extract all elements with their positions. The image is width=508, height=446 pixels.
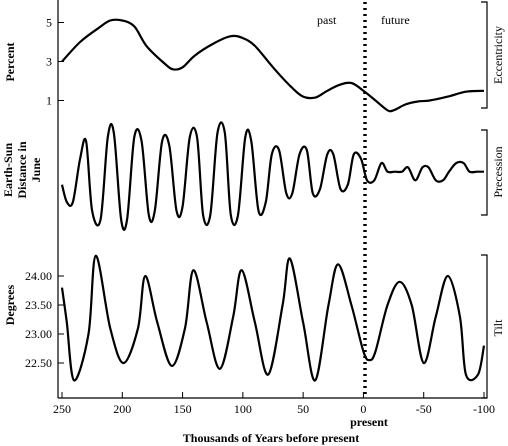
- tilt-right-label: Tilt: [491, 319, 505, 337]
- eccentricity-ylabel: Percent: [3, 42, 17, 81]
- past-label: past: [317, 13, 337, 27]
- x-tick-label: 150: [174, 402, 192, 416]
- x-tick-label: 0: [360, 402, 366, 416]
- tilt-ylabel: Degrees: [3, 284, 17, 325]
- precession-ylabel-1: Earth-Sun: [1, 143, 15, 197]
- y-tick-label: 23.50: [25, 298, 52, 312]
- y-tick-label: 22.50: [25, 356, 52, 370]
- tilt-series-line: [60, 254, 486, 382]
- x-tick-label: 200: [113, 402, 131, 416]
- eccentricity-right-label: Eccentricity: [491, 26, 505, 84]
- precession-ylabel-2: Distance in: [15, 141, 29, 198]
- precession-ylabel-3: June: [29, 157, 43, 182]
- future-label: future: [381, 13, 410, 27]
- x-tick-label: 100: [234, 402, 252, 416]
- x-axis-label: Thousands of Years before present: [183, 431, 359, 445]
- series-lines: [60, 18, 486, 382]
- y-tick-label: 24.00: [25, 269, 52, 283]
- x-tick-label: -50: [416, 402, 432, 416]
- axis-ticks: 250 200 150 100 50 0 -50 -100 5 3 1 24.00 23.50 23.00…: [25, 16, 495, 417]
- x-tick-label: 250: [53, 402, 71, 416]
- eccentricity-bracket: [481, 1, 488, 109]
- eccentricity-series-line: [61, 18, 485, 113]
- precession-bracket: [481, 129, 488, 216]
- x-tick-label: -100: [473, 402, 495, 416]
- y-tick-label: 1: [46, 94, 52, 108]
- y-tick-label: 23.00: [25, 327, 52, 341]
- y-tick-label: 5: [46, 16, 52, 30]
- tilt-bracket: [481, 254, 488, 399]
- y-tick-label: 3: [46, 55, 52, 69]
- present-label: present: [350, 415, 388, 429]
- precession-right-label: Precession: [491, 146, 505, 197]
- precession-series-line: [60, 121, 484, 232]
- x-tick-label: 50: [297, 402, 309, 416]
